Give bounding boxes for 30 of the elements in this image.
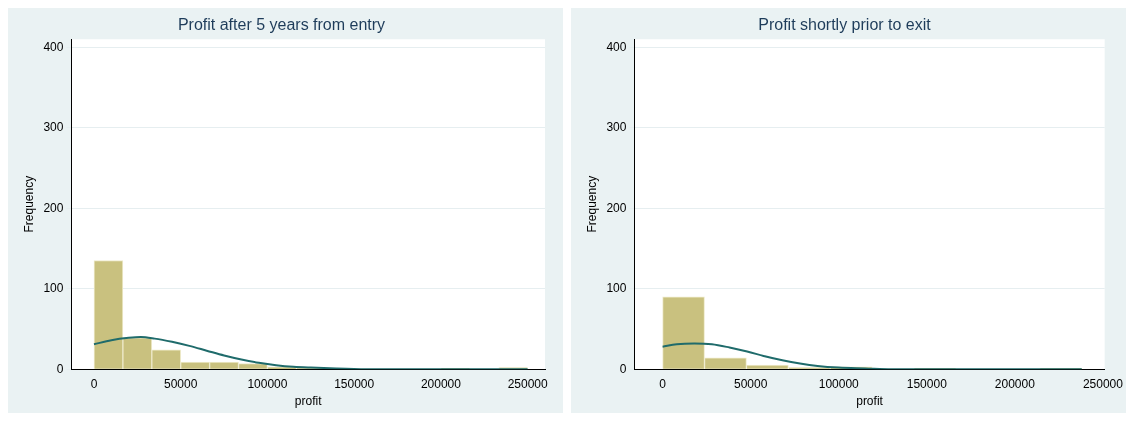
x-tick-label: 250000 xyxy=(507,376,548,391)
x-tick-label: 250000 xyxy=(1082,376,1124,391)
line-series xyxy=(661,342,1083,370)
line-series xyxy=(92,336,529,370)
x-tick-label: 200000 xyxy=(994,376,1036,391)
x-tick-label: 50000 xyxy=(164,376,198,391)
y-tick-label: 300 xyxy=(606,120,627,135)
y-tick-label: 0 xyxy=(619,361,627,376)
x-tick-label: 100000 xyxy=(818,376,860,391)
y-tick-label: 200 xyxy=(43,200,64,215)
x-tick-label: 50000 xyxy=(733,376,768,391)
x-tick-label: 100000 xyxy=(247,376,288,391)
x-tick-label: 0 xyxy=(659,376,667,391)
x-axis-title: profit xyxy=(856,394,884,409)
x-tick-label: 150000 xyxy=(334,376,375,391)
y-tick-label: 0 xyxy=(56,361,64,376)
y-tick-label: 100 xyxy=(43,281,64,296)
y-tick-label: 200 xyxy=(606,200,627,215)
x-tick-label: 0 xyxy=(90,376,98,391)
y-axis-title: Frequency xyxy=(584,175,599,233)
x-axis-title: profit xyxy=(294,394,323,409)
y-tick-label: 300 xyxy=(43,120,64,135)
chart-title: Profit after 5 years from entry xyxy=(177,16,386,34)
chart-title: Profit shortly prior to exit xyxy=(758,16,932,34)
x-tick-label: 200000 xyxy=(420,376,462,391)
y-tick-label: 400 xyxy=(43,39,64,54)
y-tick-label: 400 xyxy=(606,39,627,54)
y-axis-title: Frequency xyxy=(21,175,36,233)
x-tick-label: 150000 xyxy=(906,376,948,391)
y-tick-label: 100 xyxy=(606,281,627,296)
